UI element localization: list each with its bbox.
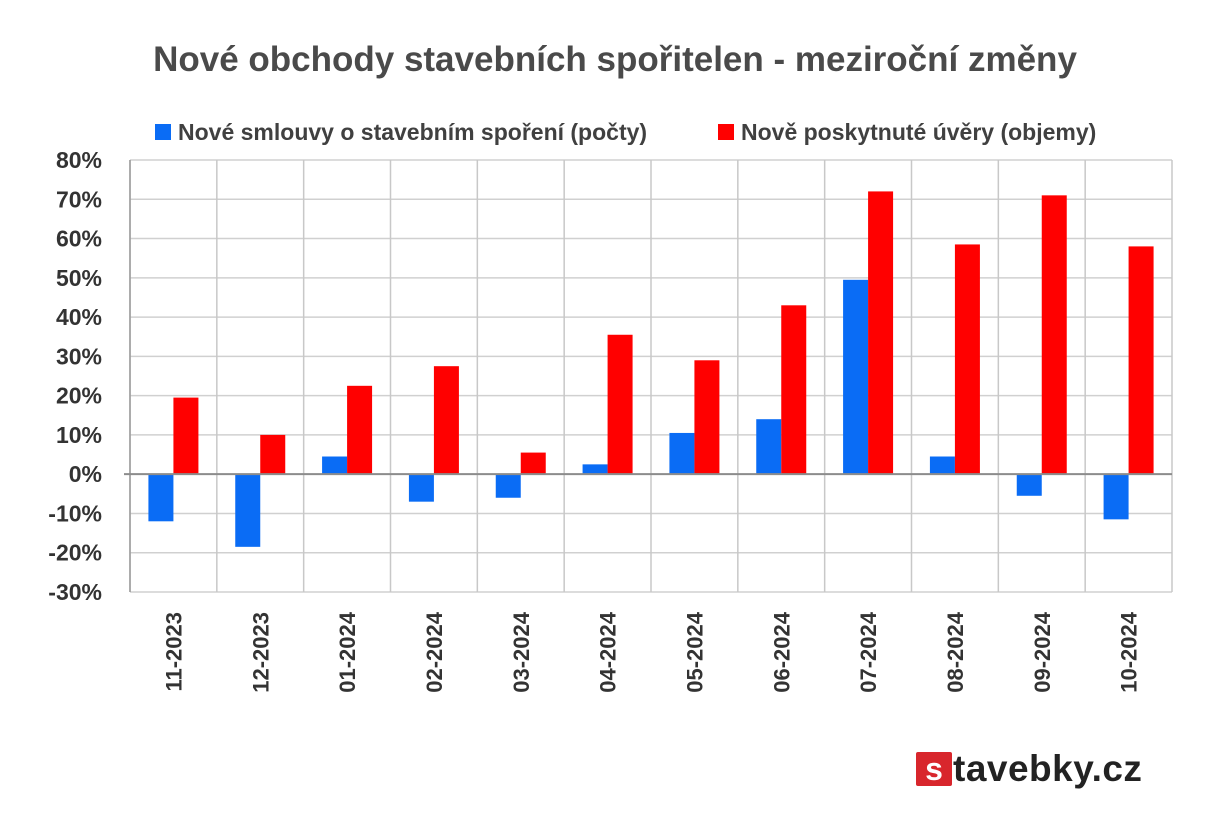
bar-smlouvy-03-2024 [495,474,521,498]
bars [148,191,1154,547]
bar-smlouvy-07-2024 [843,279,869,475]
bar-uvery-08-2024 [954,244,980,475]
brand-logo: s tavebky.cz [916,748,1143,789]
bar-uvery-03-2024 [520,452,546,475]
x-tick-label: 11-2023 [161,612,186,692]
bar-uvery-07-2024 [868,191,894,475]
bar-smlouvy-10-2024 [1103,474,1129,520]
bar-smlouvy-11-2023 [148,474,174,522]
x-tick-label: 05-2024 [682,611,707,693]
y-tick-label: 0% [69,461,102,487]
legend-label: Nově poskytnuté úvěry (objemy) [741,119,1096,145]
y-tick-label: -20% [48,540,102,566]
bar-uvery-11-2023 [173,397,199,475]
x-tick-label: 02-2024 [422,611,447,693]
bar-smlouvy-01-2024 [322,456,348,475]
bar-uvery-09-2024 [1041,195,1067,475]
y-tick-label: 70% [56,186,102,212]
legend-swatch [155,124,171,140]
bar-uvery-05-2024 [694,360,720,475]
y-tick-label: 50% [56,265,102,291]
bar-smlouvy-08-2024 [929,456,955,475]
gridlines [129,159,1173,593]
x-tick-label: 04-2024 [596,611,621,693]
bar-smlouvy-04-2024 [582,464,608,475]
y-tick-label: -30% [48,579,102,605]
y-tick-label: 40% [56,304,102,330]
bar-uvery-12-2023 [260,434,286,475]
y-tick-label: -10% [48,500,102,526]
bar-smlouvy-06-2024 [756,419,782,475]
legend: Nové smlouvy o stavebním spoření (počty)… [155,119,1096,145]
brand-logo-text: tavebky.cz [953,748,1143,789]
legend-label: Nové smlouvy o stavebním spoření (počty) [178,119,647,145]
x-tick-label: 07-2024 [856,611,881,693]
bar-uvery-02-2024 [433,366,459,475]
bar-uvery-06-2024 [781,305,807,475]
x-tick-label: 10-2024 [1117,611,1142,693]
x-tick-label: 12-2023 [248,612,273,693]
bar-uvery-10-2024 [1128,246,1154,475]
y-tick-labels: -30% -20% -10% 0% 10% 20% 30% 40% 50% 60% 70% 80% [48,147,102,605]
bar-smlouvy-12-2023 [235,474,261,547]
y-tick-label: 80% [56,147,102,173]
y-tick-label: 10% [56,422,102,448]
legend-swatch [718,124,734,140]
x-tick-label: 08-2024 [943,611,968,693]
bar-smlouvy-05-2024 [669,432,695,475]
chart-title: Nové obchody stavebních spořitelen - mez… [153,40,1077,79]
bar-uvery-01-2024 [347,385,373,475]
x-tick-label: 01-2024 [335,611,360,693]
y-tick-label: 30% [56,343,102,369]
x-tick-label: 03-2024 [509,611,534,693]
x-tick-label: 06-2024 [769,611,794,693]
x-tick-labels: 11-2023 12-2023 01-2024 02-2024 03-2024 04-20… [161,611,1141,693]
y-tick-label: 20% [56,383,102,409]
brand-logo-badge: s [916,752,952,786]
bar-uvery-04-2024 [607,334,633,475]
axes [124,160,1172,592]
bar-smlouvy-09-2024 [1016,474,1042,496]
x-tick-label: 09-2024 [1030,611,1055,693]
bar-smlouvy-02-2024 [408,474,434,502]
y-tick-label: 60% [56,226,102,252]
